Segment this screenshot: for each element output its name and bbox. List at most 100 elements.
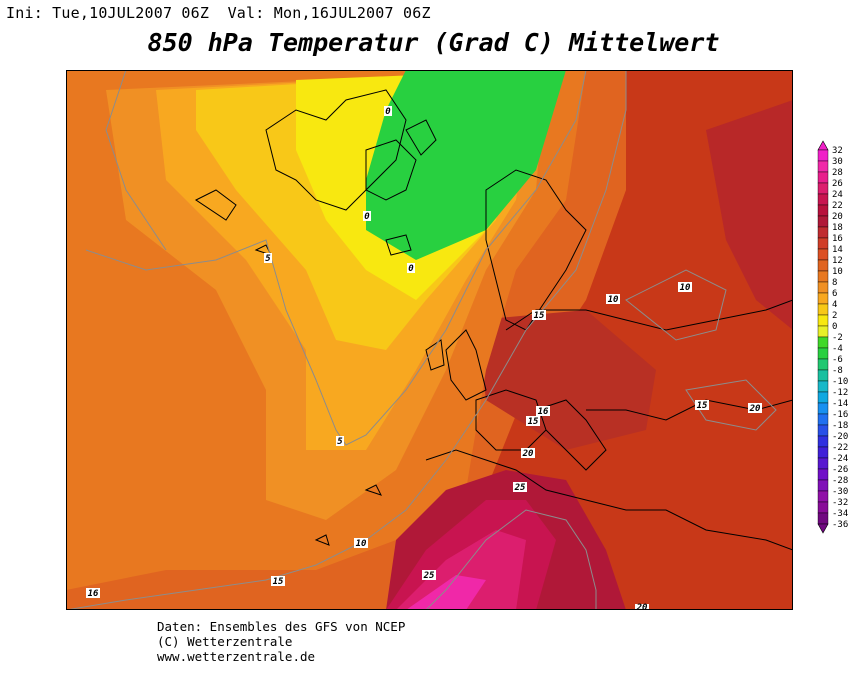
contour-label: 10	[606, 294, 620, 305]
color-legend: 32302826242220181614121086420-2-4-6-8-10…	[817, 140, 848, 534]
svg-text:15: 15	[697, 401, 708, 411]
svg-text:10: 10	[356, 539, 367, 549]
legend-swatch	[817, 479, 829, 492]
legend-tick-label: -26	[832, 465, 848, 475]
contour-labels: 0 0 0 5 5 10 10 10 15 15 15 15 16 16 20 …	[86, 106, 762, 610]
field-green-cold	[366, 70, 566, 260]
svg-text:15: 15	[528, 417, 539, 427]
field-south-peak	[406, 575, 486, 610]
val-value: Mon,16JUL2007 06Z	[273, 4, 431, 22]
legend-tick-label: 24	[832, 190, 843, 200]
legend-tick-label: -36	[832, 520, 848, 530]
legend-tick-label: -22	[832, 443, 848, 453]
legend-tick-label: 8	[832, 278, 837, 288]
svg-text:16: 16	[88, 589, 99, 599]
legend-swatch	[817, 171, 829, 184]
legend-swatch	[817, 215, 829, 228]
run-info-header: Ini: Tue,10JUL2007 06Z Val: Mon,16JUL200…	[6, 4, 431, 22]
svg-text:0: 0	[408, 264, 414, 274]
ini-label: Ini:	[6, 4, 43, 22]
legend-tick-label: 32	[832, 146, 843, 156]
legend-swatch	[817, 336, 829, 349]
legend-tick-label: -30	[832, 487, 848, 497]
legend-swatch	[817, 193, 829, 206]
legend-tick-label: -14	[832, 399, 848, 409]
credit-source: Daten: Ensembles des GFS von NCEP	[157, 619, 406, 634]
legend-tick-label: -8	[832, 366, 843, 376]
legend-tick-label: 30	[832, 157, 843, 167]
svg-text:25: 25	[514, 483, 526, 493]
contour-label: 5	[336, 436, 344, 447]
map-title: 850 hPa Temperatur (Grad C) Mittelwert	[147, 28, 720, 57]
legend-swatch	[817, 358, 829, 371]
legend-swatch	[817, 501, 829, 514]
coastlines	[195, 89, 793, 551]
contour-label: 0	[363, 211, 371, 222]
credit-website: www.wetterzentrale.de	[157, 649, 316, 664]
legend-tick-label: -28	[832, 476, 848, 486]
legend-tick-label: 18	[832, 223, 843, 233]
contour-label: 20	[521, 448, 535, 459]
map-border	[66, 70, 793, 610]
val-label: Val:	[227, 4, 265, 22]
ini-value: Tue,10JUL2007 06Z	[52, 4, 210, 22]
legend-tick-label: -12	[832, 388, 848, 398]
legend-tick-label: -24	[832, 454, 848, 464]
svg-text:15: 15	[534, 311, 545, 321]
legend-tick-label: 16	[832, 234, 843, 244]
legend-swatch	[817, 391, 829, 404]
contour-label: 20	[635, 603, 649, 610]
field-southwest-warm	[66, 540, 396, 610]
legend-tick-label: 4	[832, 300, 837, 310]
legend-swatch	[817, 237, 829, 250]
contour-label: 15	[271, 576, 285, 587]
contour-label: 0	[384, 106, 392, 117]
legend-swatch	[817, 292, 829, 305]
contour-label: 10	[354, 538, 368, 549]
legend-swatch	[817, 248, 829, 261]
field-central-warm	[476, 310, 656, 450]
legend-swatch	[817, 446, 829, 459]
svg-text:25: 25	[423, 571, 435, 581]
legend-tick-label: 14	[832, 245, 843, 255]
legend-tick-label: 6	[832, 289, 837, 299]
svg-text:20: 20	[522, 449, 534, 459]
legend-swatch	[817, 303, 829, 316]
legend-tick-label: 2	[832, 311, 837, 321]
legend-tick-label: 28	[832, 168, 843, 178]
contour-label: 15	[526, 416, 540, 427]
legend-swatch	[817, 435, 829, 448]
legend-tick-label: -6	[832, 355, 843, 365]
legend-tick-label: -34	[832, 509, 848, 519]
credit-copyright: (C) Wetterzentrale	[157, 634, 293, 649]
legend-arrow-bottom	[817, 523, 829, 534]
svg-text:16: 16	[538, 407, 549, 417]
contour-label: 16	[536, 406, 550, 417]
svg-text:5: 5	[337, 437, 343, 447]
svg-text:0: 0	[385, 107, 391, 117]
legend-swatch	[817, 490, 829, 503]
legend-swatch	[817, 182, 829, 195]
contour-label: 20	[748, 403, 762, 414]
legend-tick-label: 0	[832, 322, 837, 332]
contour-label: 25	[513, 482, 527, 493]
legend-tick-label: -4	[832, 344, 843, 354]
legend-swatch	[817, 468, 829, 481]
contour-label: 25	[422, 570, 436, 581]
contour-label: 5	[264, 253, 272, 264]
contour-label: 10	[678, 282, 692, 293]
isotherms	[66, 70, 777, 610]
legend-tick-label: 10	[832, 267, 843, 277]
legend-swatch	[817, 369, 829, 382]
svg-text:10: 10	[608, 295, 619, 305]
legend-swatch	[817, 457, 829, 470]
svg-text:20: 20	[749, 404, 761, 414]
contour-label: 0	[407, 263, 415, 274]
legend-tick-label: 22	[832, 201, 843, 211]
legend-swatch	[817, 314, 829, 327]
legend-swatch	[817, 325, 829, 338]
field-east-hot	[706, 100, 793, 330]
legend-swatch	[817, 424, 829, 437]
legend-swatch	[817, 413, 829, 426]
contour-label: 15	[532, 310, 546, 321]
